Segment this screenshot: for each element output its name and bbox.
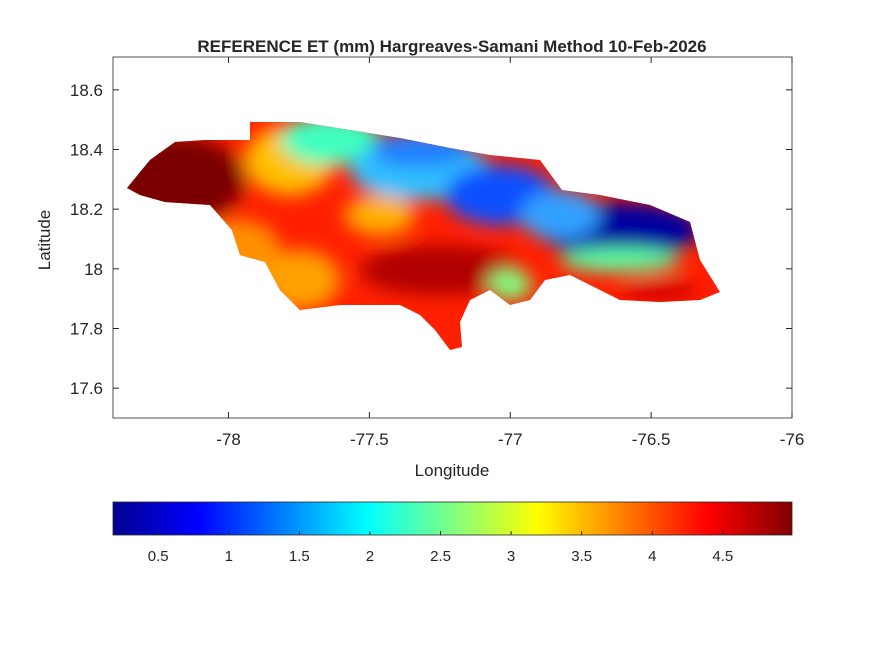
- colorbar-tick-label: 4: [648, 548, 656, 565]
- x-tick-label: -77: [498, 430, 523, 449]
- y-tick-label: 18: [84, 260, 103, 279]
- colorbar-tick-label: 3.5: [571, 548, 592, 565]
- colorbar-tick-label: 1: [225, 548, 233, 565]
- colorbar-tick-label: 0.5: [148, 548, 169, 565]
- y-tick-label: 18.4: [70, 140, 103, 159]
- colorbar-tick-label: 2: [366, 548, 374, 565]
- x-tick-label: -76: [780, 430, 805, 449]
- x-tick-label: -78: [216, 430, 241, 449]
- x-axis-label: Longitude: [415, 461, 490, 480]
- y-tick-label: 17.6: [70, 379, 103, 398]
- x-tick-label: -77.5: [350, 430, 389, 449]
- y-tick-label: 18.6: [70, 81, 103, 100]
- colorbar: [112, 501, 793, 536]
- region-south: [360, 245, 520, 295]
- y-tick-label: 18.2: [70, 200, 103, 219]
- colorbar-tick-label: 3: [507, 548, 515, 565]
- y-axis-label: Latitude: [35, 210, 54, 271]
- chart-title: REFERENCE ET (mm) Hargreaves-Samani Meth…: [197, 37, 706, 56]
- colorbar-tick-label: 4.5: [712, 548, 733, 565]
- colorbar-tick-label: 1.5: [289, 548, 310, 565]
- y-tick-label: 17.8: [70, 319, 103, 338]
- x-tick-label: -76.5: [632, 430, 671, 449]
- colorbar-tick-label: 2.5: [430, 548, 451, 565]
